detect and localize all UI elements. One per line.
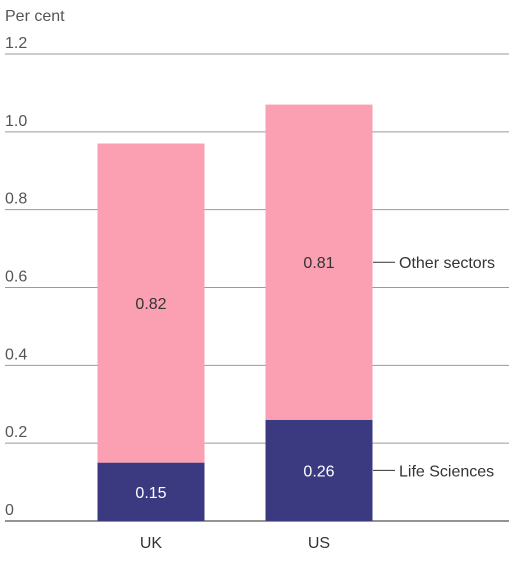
x-tick-label: UK <box>140 535 163 552</box>
bar-segment <box>265 104 373 420</box>
legend-label: Life Sciences <box>399 463 494 480</box>
y-tick-label: 0.4 <box>5 346 27 363</box>
y-tick-label: 0 <box>5 502 14 519</box>
legend-label: Other sectors <box>399 255 495 272</box>
x-axis-labels: UK US <box>140 535 330 552</box>
gridlines <box>5 53 509 522</box>
x-tick-label: US <box>308 535 330 552</box>
y-axis-ticks: 0 0.2 0.4 0.6 0.8 1.0 1.2 <box>5 35 27 519</box>
bars: 0.15 0.82 0.26 0.81 <box>97 104 373 521</box>
data-label: 0.15 <box>135 485 166 502</box>
bar-segment <box>97 143 205 463</box>
y-tick-label: 1.2 <box>5 35 27 52</box>
bar-segment <box>97 462 205 521</box>
y-axis-unit-label: Per cent <box>5 8 65 25</box>
data-label: 0.81 <box>303 255 334 272</box>
y-tick-label: 0.8 <box>5 191 27 208</box>
y-tick-label: 1.0 <box>5 113 27 130</box>
y-tick-label: 0.6 <box>5 269 27 286</box>
bar-segment <box>265 419 373 521</box>
legend: Life Sciences Other sectors <box>373 255 495 480</box>
y-tick-label: 0.2 <box>5 424 27 441</box>
data-label: 0.82 <box>135 296 166 313</box>
data-label: 0.26 <box>303 463 334 480</box>
